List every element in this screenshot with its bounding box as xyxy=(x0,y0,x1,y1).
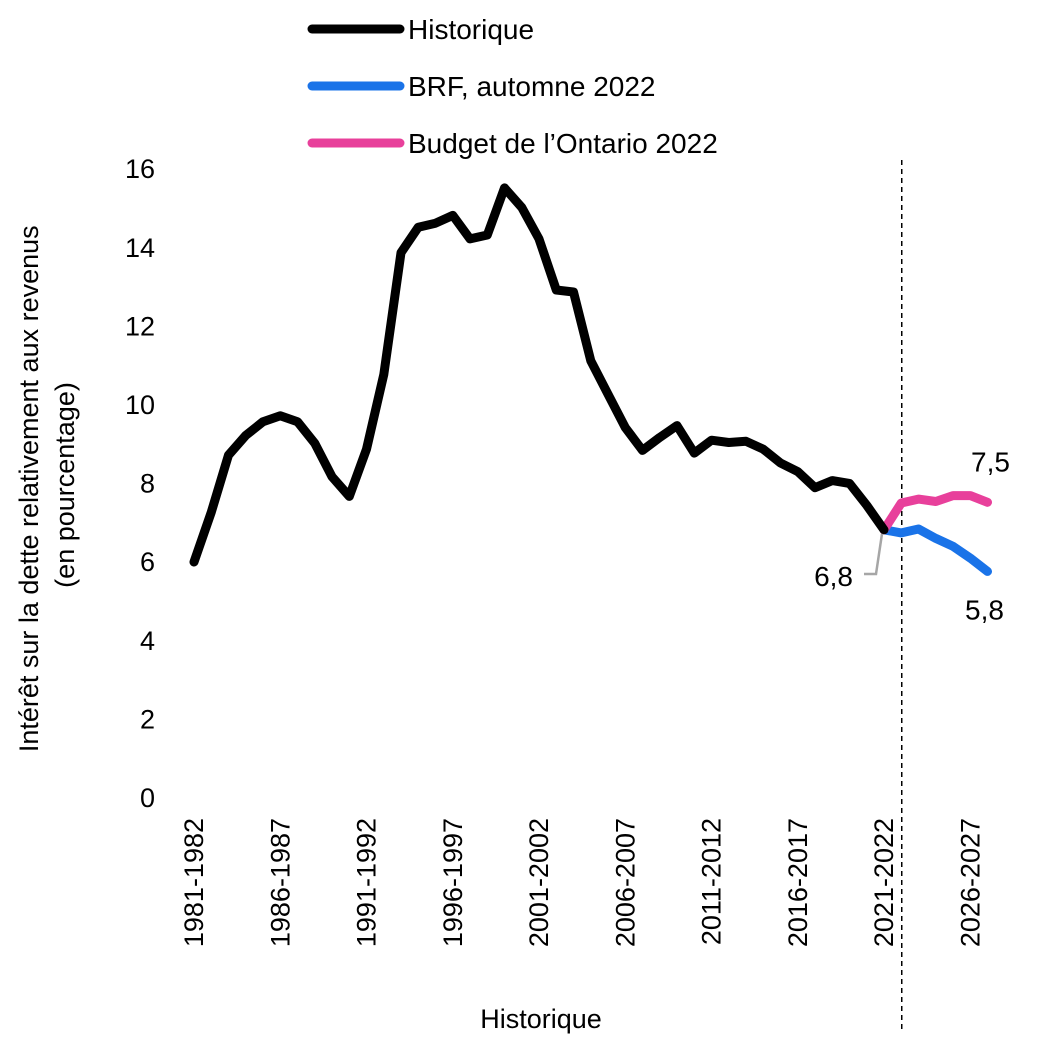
y-tick-label: 12 xyxy=(125,311,155,341)
series-line-2 xyxy=(879,491,992,535)
x-tick-label: 2021-2022 xyxy=(869,818,899,947)
x-tick-label: 2011-2012 xyxy=(697,818,727,945)
legend-label: BRF, automne 2022 xyxy=(408,71,656,102)
x-tick-label: 2016-2017 xyxy=(783,818,813,947)
legend: Historique BRF, automne 2022 Budget de l’O… xyxy=(307,14,718,159)
x-axis-title: Historique xyxy=(480,1004,602,1034)
x-tick-label: 2026-2027 xyxy=(955,818,985,947)
y-tick-label: 16 xyxy=(125,154,155,184)
data-label-historique-end: 6,8 xyxy=(814,561,853,592)
label-leader-line xyxy=(864,533,884,576)
x-tick-label: 1991-1992 xyxy=(352,818,382,947)
x-tick-label: 1981-1982 xyxy=(179,818,209,947)
x-axis-ticks: 1981-1982 1986-1987 1991-1992 1996-1997 2001… xyxy=(179,818,985,947)
y-tick-label: 2 xyxy=(140,704,155,734)
y-axis-ticks: 0 2 4 6 8 10 12 14 16 xyxy=(125,154,155,813)
series-line-0 xyxy=(189,183,889,567)
y-tick-label: 4 xyxy=(140,626,155,656)
legend-label: Budget de l’Ontario 2022 xyxy=(408,128,718,159)
x-tick-label: 1986-1987 xyxy=(265,818,295,947)
data-label-brf-end: 5,8 xyxy=(965,594,1004,625)
y-tick-label: 14 xyxy=(125,233,155,263)
y-axis-title-line-2: (en pourcentage) xyxy=(50,382,80,588)
data-labels: 6,8 7,5 5,8 xyxy=(814,446,1010,625)
y-tick-label: 0 xyxy=(140,783,155,813)
y-axis-title: Intérêt sur la dette relativement aux re… xyxy=(14,218,80,752)
legend-label: Historique xyxy=(408,14,534,45)
y-axis-title-line-1: Intérêt sur la dette relativement aux re… xyxy=(14,225,44,752)
series-line-1 xyxy=(879,524,992,576)
y-tick-label: 8 xyxy=(140,469,155,499)
y-tick-label: 10 xyxy=(125,390,155,420)
x-tick-label: 2001-2002 xyxy=(524,818,554,947)
x-tick-label: 1996-1997 xyxy=(438,818,468,947)
x-tick-label: 2006-2007 xyxy=(610,818,640,947)
data-label-ontario-end: 7,5 xyxy=(971,446,1010,477)
y-tick-label: 6 xyxy=(140,547,155,577)
series-lines xyxy=(189,183,992,576)
